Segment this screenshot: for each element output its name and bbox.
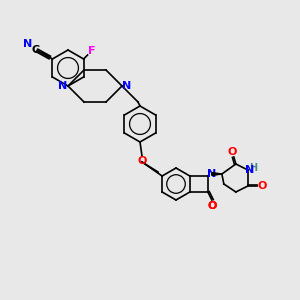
Text: N: N xyxy=(122,81,132,91)
Text: O: O xyxy=(257,181,266,191)
Text: O: O xyxy=(227,147,236,157)
Text: O: O xyxy=(207,201,217,211)
Text: N: N xyxy=(245,165,254,175)
Text: N: N xyxy=(58,81,68,91)
Text: C: C xyxy=(31,45,40,55)
Text: H: H xyxy=(249,163,257,173)
Text: O: O xyxy=(207,201,217,211)
Text: F: F xyxy=(88,46,95,56)
Text: N: N xyxy=(207,169,217,179)
Polygon shape xyxy=(212,172,222,176)
Text: O: O xyxy=(137,156,147,166)
Text: N: N xyxy=(23,39,32,49)
